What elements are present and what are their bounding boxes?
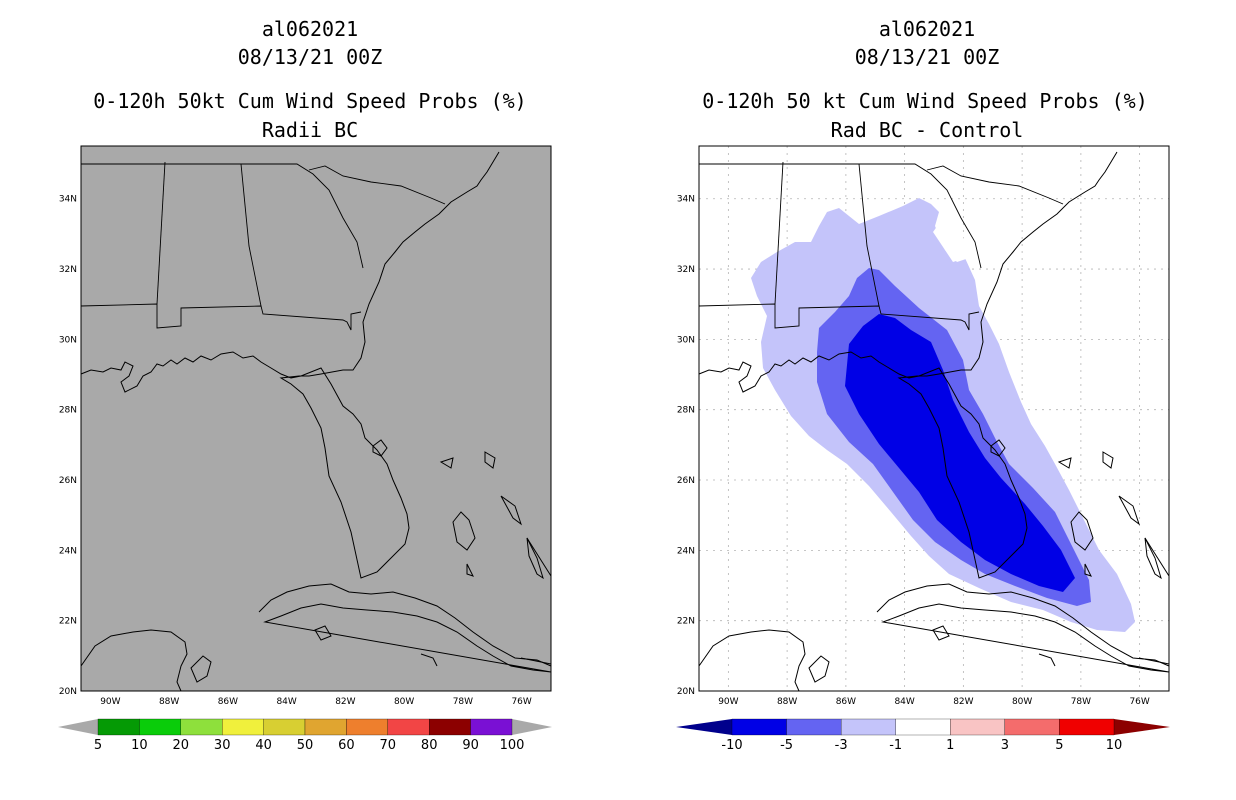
left-colorbar-swatch xyxy=(470,718,513,736)
left-lat-tick-label: 30N xyxy=(59,335,77,345)
right-lon-tick-label: 82W xyxy=(953,697,973,707)
left-lat-tick-label: 20N xyxy=(59,687,77,697)
right-lon-tick-label: 86W xyxy=(836,697,856,707)
right-map-border xyxy=(698,145,1170,692)
right-lon-tick-label: 78W xyxy=(1071,697,1091,707)
right-colorbar-swatch xyxy=(1059,718,1115,736)
right-colorbar-label: -3 xyxy=(835,738,848,753)
left-colorbar-swatch xyxy=(304,718,347,736)
right-colorbar-low-arrow xyxy=(676,719,732,735)
left-colorbar-swatch xyxy=(222,718,264,736)
left-lon-tick-label: 76W xyxy=(511,697,531,707)
contour-white-hole xyxy=(933,206,969,262)
left-lon-tick-label: 88W xyxy=(159,697,179,707)
right-colorbar-swatch xyxy=(895,718,951,736)
left-colorbar-label: 10 xyxy=(131,738,148,753)
right-colorbar-swatch xyxy=(840,718,896,736)
left-lon-tick-label: 78W xyxy=(453,697,473,707)
left-colorbar-label: 60 xyxy=(338,738,355,753)
left-map xyxy=(80,145,552,692)
right-colorbar-label: -5 xyxy=(780,738,793,753)
right-colorbar-label: 3 xyxy=(1001,738,1009,753)
left-colorbar-swatch xyxy=(387,718,430,736)
left-lon-tick-label: 80W xyxy=(394,697,414,707)
left-colorbar-swatch xyxy=(429,718,471,736)
right-title: 0-120h 50 kt Cum Wind Speed Probs (%) xyxy=(702,89,1148,113)
right-subtitle: Rad BC - Control xyxy=(830,118,1024,142)
left-colorbar-label: 50 xyxy=(297,738,314,753)
right-colorbar-high-arrow xyxy=(1114,719,1170,735)
right-lat-tick-label: 22N xyxy=(677,617,695,627)
right-lon-tick-label: 88W xyxy=(777,697,797,707)
right-lat-tick-label: 26N xyxy=(677,476,695,486)
left-lat-tick-label: 22N xyxy=(59,617,77,627)
left-lon-tick-label: 86W xyxy=(218,697,238,707)
left-lon-tick-label: 84W xyxy=(276,697,296,707)
left-title: 0-120h 50kt Cum Wind Speed Probs (%) xyxy=(93,89,527,113)
right-datetime: 08/13/21 00Z xyxy=(854,45,1000,69)
right-colorbar: -10 -5 -3 -1 1 3 5 10 xyxy=(676,718,1170,753)
left-colorbar-label: 100 xyxy=(500,738,525,753)
left-datetime: 08/13/21 00Z xyxy=(237,45,383,69)
left-lon-tick-label: 82W xyxy=(335,697,355,707)
right-colorbar-label: 10 xyxy=(1106,738,1123,753)
left-colorbar-label: 90 xyxy=(462,738,479,753)
right-lon-tick-label: 80W xyxy=(1012,697,1032,707)
left-colorbar-label: 5 xyxy=(94,738,102,753)
right-colorbar-swatch xyxy=(731,718,787,736)
left-storm-id: al062021 xyxy=(261,17,359,41)
right-lon-tick-label: 84W xyxy=(894,697,914,707)
left-colorbar-label: 20 xyxy=(173,738,190,753)
left-colorbar-swatch xyxy=(97,718,140,736)
right-lon-tick-label: 90W xyxy=(718,697,738,707)
right-colorbar-swatch xyxy=(786,718,842,736)
left-lat-tick-label: 28N xyxy=(59,406,77,416)
left-subtitle: Radii BC xyxy=(261,118,359,142)
right-lat-tick-label: 24N xyxy=(677,546,695,556)
left-colorbar-swatch xyxy=(346,718,388,736)
right-colorbar-label: 5 xyxy=(1055,738,1063,753)
left-colorbar-swatch xyxy=(180,718,223,736)
left-colorbar-label: 80 xyxy=(421,738,438,753)
left-lat-tick-label: 26N xyxy=(59,476,77,486)
right-lat-tick-label: 30N xyxy=(677,335,695,345)
left-colorbar-swatch xyxy=(139,718,181,736)
right-colorbar-label: 1 xyxy=(946,738,954,753)
right-colorbar-swatch xyxy=(1004,718,1060,736)
right-lat-tick-label: 34N xyxy=(677,195,695,205)
left-lat-tick-label: 24N xyxy=(59,546,77,556)
right-lon-tick-label: 76W xyxy=(1129,697,1149,707)
left-colorbar-swatch xyxy=(263,718,306,736)
left-lat-tick-label: 32N xyxy=(59,265,77,275)
left-colorbar-high-arrow xyxy=(512,719,552,735)
left-lat-tick-label: 34N xyxy=(59,195,77,205)
right-lat-tick-label: 20N xyxy=(677,687,695,697)
axis-tick-labels: 90W 88W 86W 84W 82W 80W 78W 76W 34N 32N 30N 28N 26N 2… xyxy=(59,195,1150,707)
left-colorbar-label: 70 xyxy=(380,738,397,753)
left-colorbar-low-arrow xyxy=(58,719,98,735)
right-colorbar-swatch xyxy=(950,718,1006,736)
right-colorbar-label: -10 xyxy=(721,738,742,753)
left-colorbar: 5 10 20 30 40 50 60 70 80 90 100 xyxy=(58,718,552,753)
left-lon-tick-label: 90W xyxy=(100,697,120,707)
right-lat-tick-label: 28N xyxy=(677,406,695,416)
left-colorbar-label: 30 xyxy=(214,738,231,753)
right-colorbar-label: -1 xyxy=(889,738,902,753)
contour-dark xyxy=(845,314,1075,592)
left-colorbar-label: 40 xyxy=(255,738,272,753)
right-storm-id: al062021 xyxy=(878,17,976,41)
right-map xyxy=(698,145,1170,692)
right-lat-tick-label: 32N xyxy=(677,265,695,275)
